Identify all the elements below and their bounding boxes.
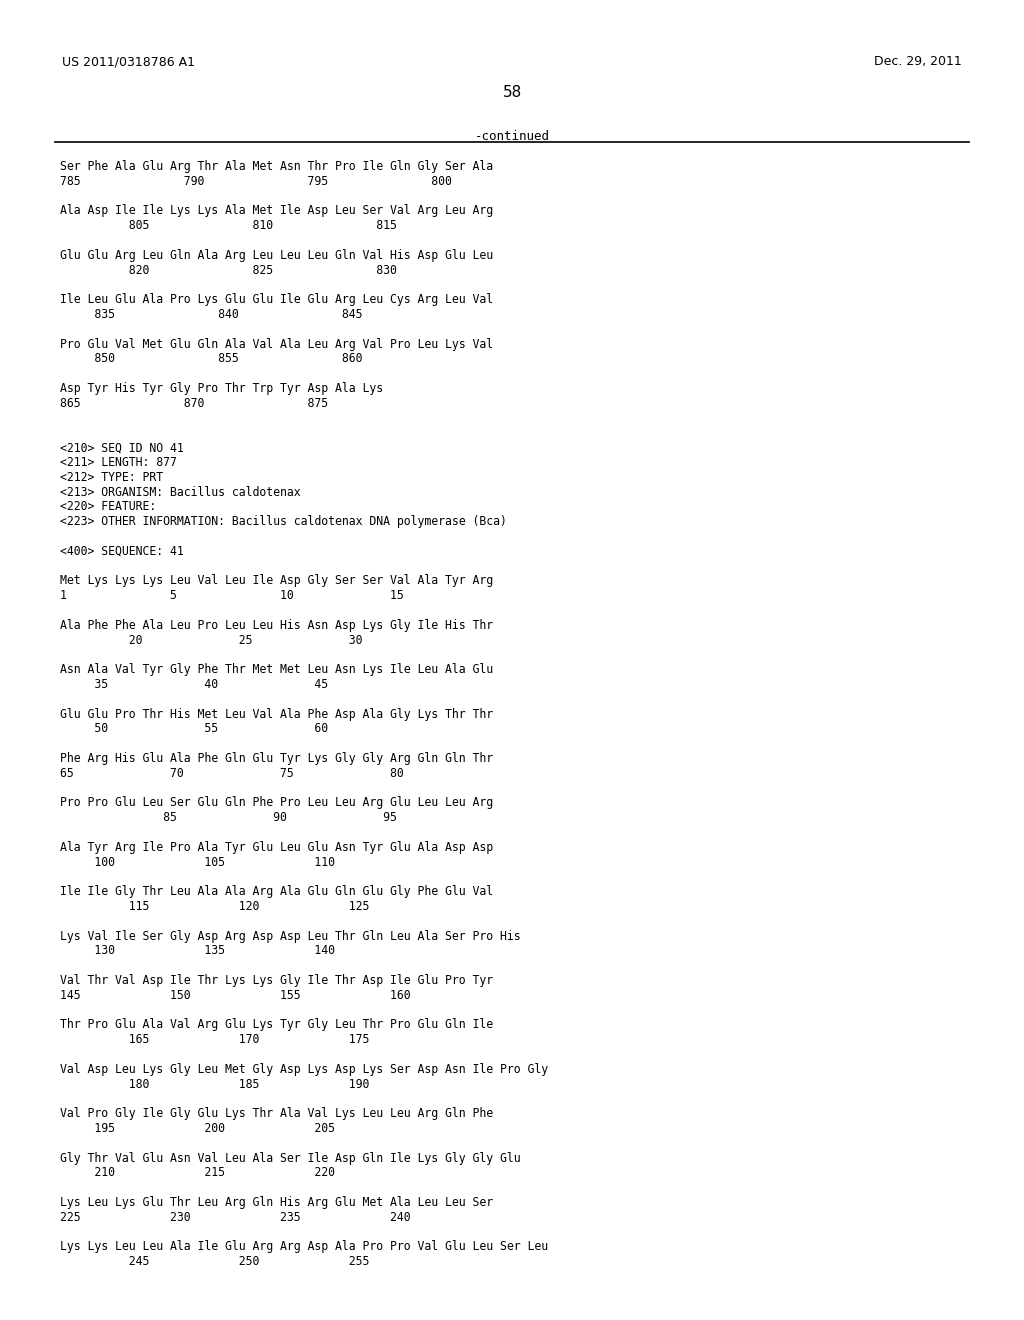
Text: Val Thr Val Asp Ile Thr Lys Lys Gly Ile Thr Asp Ile Glu Pro Tyr: Val Thr Val Asp Ile Thr Lys Lys Gly Ile … — [60, 974, 494, 987]
Text: Pro Glu Val Met Glu Gln Ala Val Ala Leu Arg Val Pro Leu Lys Val: Pro Glu Val Met Glu Gln Ala Val Ala Leu … — [60, 338, 494, 351]
Text: 850               855               860: 850 855 860 — [60, 352, 362, 366]
Text: Ser Phe Ala Glu Arg Thr Ala Met Asn Thr Pro Ile Gln Gly Ser Ala: Ser Phe Ala Glu Arg Thr Ala Met Asn Thr … — [60, 160, 494, 173]
Text: 245             250             255: 245 250 255 — [60, 1255, 370, 1269]
Text: Lys Leu Lys Glu Thr Leu Arg Gln His Arg Glu Met Ala Leu Leu Ser: Lys Leu Lys Glu Thr Leu Arg Gln His Arg … — [60, 1196, 494, 1209]
Text: Val Pro Gly Ile Gly Glu Lys Thr Ala Val Lys Leu Leu Arg Gln Phe: Val Pro Gly Ile Gly Glu Lys Thr Ala Val … — [60, 1107, 494, 1121]
Text: 785               790               795               800: 785 790 795 800 — [60, 174, 452, 187]
Text: <210> SEQ ID NO 41: <210> SEQ ID NO 41 — [60, 441, 183, 454]
Text: Ala Phe Phe Ala Leu Pro Leu Leu His Asn Asp Lys Gly Ile His Thr: Ala Phe Phe Ala Leu Pro Leu Leu His Asn … — [60, 619, 494, 632]
Text: 820               825               830: 820 825 830 — [60, 264, 397, 277]
Text: Dec. 29, 2011: Dec. 29, 2011 — [874, 55, 962, 69]
Text: <213> ORGANISM: Bacillus caldotenax: <213> ORGANISM: Bacillus caldotenax — [60, 486, 301, 499]
Text: Glu Glu Arg Leu Gln Ala Arg Leu Leu Leu Gln Val His Asp Glu Leu: Glu Glu Arg Leu Gln Ala Arg Leu Leu Leu … — [60, 248, 494, 261]
Text: <223> OTHER INFORMATION: Bacillus caldotenax DNA polymerase (Bca): <223> OTHER INFORMATION: Bacillus caldot… — [60, 515, 507, 528]
Text: -continued: -continued — [474, 129, 550, 143]
Text: 1               5               10              15: 1 5 10 15 — [60, 589, 403, 602]
Text: Ala Tyr Arg Ile Pro Ala Tyr Glu Leu Glu Asn Tyr Glu Ala Asp Asp: Ala Tyr Arg Ile Pro Ala Tyr Glu Leu Glu … — [60, 841, 494, 854]
Text: 85              90              95: 85 90 95 — [60, 812, 397, 824]
Text: 805               810               815: 805 810 815 — [60, 219, 397, 232]
Text: 115             120             125: 115 120 125 — [60, 900, 370, 913]
Text: Asp Tyr His Tyr Gly Pro Thr Trp Tyr Asp Ala Lys: Asp Tyr His Tyr Gly Pro Thr Trp Tyr Asp … — [60, 381, 383, 395]
Text: 100             105             110: 100 105 110 — [60, 855, 335, 869]
Text: Phe Arg His Glu Ala Phe Gln Glu Tyr Lys Gly Gly Arg Gln Gln Thr: Phe Arg His Glu Ala Phe Gln Glu Tyr Lys … — [60, 752, 494, 766]
Text: 50              55              60: 50 55 60 — [60, 722, 328, 735]
Text: 165             170             175: 165 170 175 — [60, 1034, 370, 1047]
Text: <212> TYPE: PRT: <212> TYPE: PRT — [60, 471, 163, 484]
Text: Lys Lys Leu Leu Ala Ile Glu Arg Arg Asp Ala Pro Pro Val Glu Leu Ser Leu: Lys Lys Leu Leu Ala Ile Glu Arg Arg Asp … — [60, 1241, 548, 1254]
Text: 35              40              45: 35 40 45 — [60, 678, 328, 690]
Text: US 2011/0318786 A1: US 2011/0318786 A1 — [62, 55, 195, 69]
Text: Thr Pro Glu Ala Val Arg Glu Lys Tyr Gly Leu Thr Pro Glu Gln Ile: Thr Pro Glu Ala Val Arg Glu Lys Tyr Gly … — [60, 1019, 494, 1031]
Text: 130             135             140: 130 135 140 — [60, 944, 335, 957]
Text: Asn Ala Val Tyr Gly Phe Thr Met Met Leu Asn Lys Ile Leu Ala Glu: Asn Ala Val Tyr Gly Phe Thr Met Met Leu … — [60, 663, 494, 676]
Text: <220> FEATURE:: <220> FEATURE: — [60, 500, 157, 513]
Text: 58: 58 — [503, 84, 521, 100]
Text: 145             150             155             160: 145 150 155 160 — [60, 989, 411, 1002]
Text: 20              25              30: 20 25 30 — [60, 634, 362, 647]
Text: Lys Val Ile Ser Gly Asp Arg Asp Asp Leu Thr Gln Leu Ala Ser Pro His: Lys Val Ile Ser Gly Asp Arg Asp Asp Leu … — [60, 929, 520, 942]
Text: 65              70              75              80: 65 70 75 80 — [60, 767, 403, 780]
Text: <400> SEQUENCE: 41: <400> SEQUENCE: 41 — [60, 545, 183, 558]
Text: Ala Asp Ile Ile Lys Lys Ala Met Ile Asp Leu Ser Val Arg Leu Arg: Ala Asp Ile Ile Lys Lys Ala Met Ile Asp … — [60, 205, 494, 218]
Text: 195             200             205: 195 200 205 — [60, 1122, 335, 1135]
Text: Met Lys Lys Lys Leu Val Leu Ile Asp Gly Ser Ser Val Ala Tyr Arg: Met Lys Lys Lys Leu Val Leu Ile Asp Gly … — [60, 574, 494, 587]
Text: 865               870               875: 865 870 875 — [60, 397, 328, 409]
Text: 835               840               845: 835 840 845 — [60, 308, 362, 321]
Text: Gly Thr Val Glu Asn Val Leu Ala Ser Ile Asp Gln Ile Lys Gly Gly Glu: Gly Thr Val Glu Asn Val Leu Ala Ser Ile … — [60, 1151, 520, 1164]
Text: 210             215             220: 210 215 220 — [60, 1167, 335, 1179]
Text: Val Asp Leu Lys Gly Leu Met Gly Asp Lys Asp Lys Ser Asp Asn Ile Pro Gly: Val Asp Leu Lys Gly Leu Met Gly Asp Lys … — [60, 1063, 548, 1076]
Text: Ile Ile Gly Thr Leu Ala Ala Arg Ala Glu Gln Glu Gly Phe Glu Val: Ile Ile Gly Thr Leu Ala Ala Arg Ala Glu … — [60, 886, 494, 898]
Text: Pro Pro Glu Leu Ser Glu Gln Phe Pro Leu Leu Arg Glu Leu Leu Arg: Pro Pro Glu Leu Ser Glu Gln Phe Pro Leu … — [60, 796, 494, 809]
Text: 225             230             235             240: 225 230 235 240 — [60, 1210, 411, 1224]
Text: Ile Leu Glu Ala Pro Lys Glu Glu Ile Glu Arg Leu Cys Arg Leu Val: Ile Leu Glu Ala Pro Lys Glu Glu Ile Glu … — [60, 293, 494, 306]
Text: 180             185             190: 180 185 190 — [60, 1077, 370, 1090]
Text: <211> LENGTH: 877: <211> LENGTH: 877 — [60, 455, 177, 469]
Text: Glu Glu Pro Thr His Met Leu Val Ala Phe Asp Ala Gly Lys Thr Thr: Glu Glu Pro Thr His Met Leu Val Ala Phe … — [60, 708, 494, 721]
